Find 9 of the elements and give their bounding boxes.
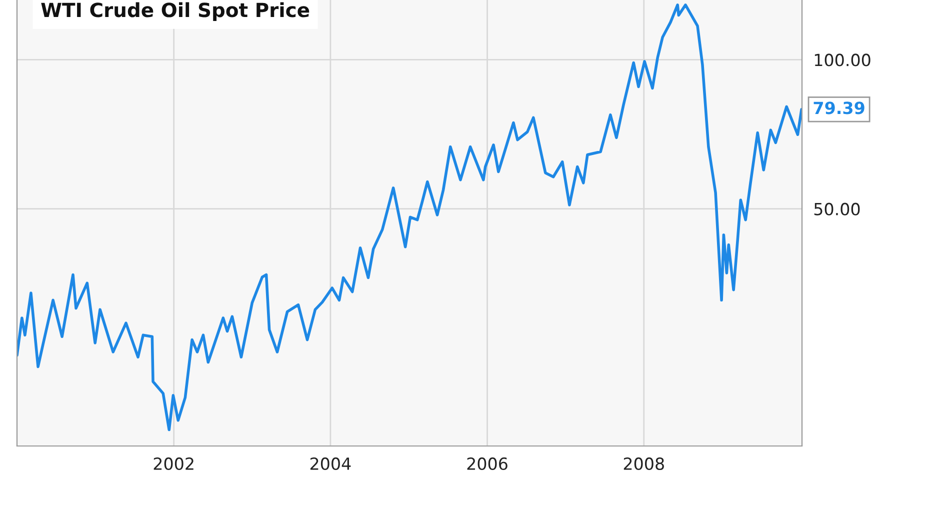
y-tick-label: 100.00 — [814, 54, 870, 66]
x-tick-label: 2008 — [624, 457, 664, 470]
x-tick-label: 2004 — [310, 457, 351, 470]
x-tick-label: 2002 — [154, 457, 194, 470]
y-tick-label: 50.00 — [814, 202, 860, 216]
line-series — [17, 4, 802, 432]
annotation: 79.39 — [814, 102, 864, 114]
x-tick-label: 2006 — [467, 457, 508, 470]
chart-title: WTI Crude Oil Spot Price — [41, 2, 310, 22]
